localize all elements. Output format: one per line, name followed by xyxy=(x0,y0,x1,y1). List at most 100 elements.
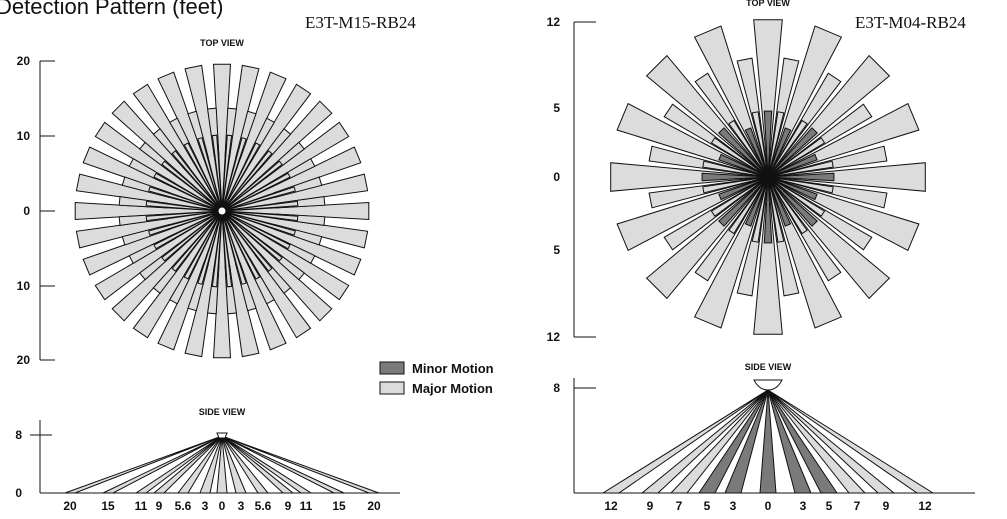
right-minor-zone xyxy=(767,172,835,182)
side-beam xyxy=(221,435,313,494)
side-beam xyxy=(669,389,769,494)
side-beam xyxy=(216,435,228,494)
legend: Minor Motion Major Motion xyxy=(379,361,494,396)
side-beam xyxy=(152,435,223,494)
legend-minor-label: Minor Motion xyxy=(412,361,494,376)
right-top-y-tick: 0 xyxy=(553,170,560,184)
side-beam xyxy=(601,389,769,494)
side-x-tick: 5.6 xyxy=(175,499,192,513)
side-x-tick: 5 xyxy=(704,499,711,513)
side-x-tick: 20 xyxy=(367,499,381,513)
side-x-tick: 9 xyxy=(647,499,654,513)
left-top-view-title: TOP VIEW xyxy=(200,38,244,48)
legend-major-label: Major Motion xyxy=(412,381,493,396)
header-text: Detection Pattern (feet) xyxy=(0,0,223,19)
right-minor-zone xyxy=(767,176,792,227)
side-x-tick: 3 xyxy=(730,499,737,513)
right-top-view-axis xyxy=(573,21,596,338)
left-top-y-tick: 20 xyxy=(17,54,31,68)
left-top-view-axis xyxy=(39,60,55,361)
right-minor-zone xyxy=(767,127,818,178)
side-beam xyxy=(221,435,295,494)
right-detection-zone xyxy=(767,160,834,178)
right-side-y-tick: 8 xyxy=(553,381,560,395)
left-top-view-pattern xyxy=(74,63,370,359)
side-x-tick: 12 xyxy=(604,499,618,513)
right-detection-zone xyxy=(702,160,769,178)
side-beam xyxy=(640,389,769,494)
left-top-y-tick: 10 xyxy=(17,129,31,143)
side-beam xyxy=(759,389,777,494)
right-detection-zone xyxy=(702,176,769,194)
side-x-tick: 3 xyxy=(202,499,209,513)
side-beam xyxy=(199,435,223,494)
right-detection-zone xyxy=(767,176,808,235)
right-detection-zone xyxy=(728,176,769,235)
right-minor-zone xyxy=(701,172,769,182)
right-detection-zone xyxy=(610,162,769,192)
left-top-y-tick: 10 xyxy=(17,279,31,293)
side-x-tick: 15 xyxy=(101,499,115,513)
side-x-tick: 3 xyxy=(238,499,245,513)
side-beam xyxy=(221,435,247,494)
legend-minor-swatch xyxy=(379,361,405,375)
left-sensor-icon xyxy=(216,432,228,439)
left-top-y-tick: 20 xyxy=(17,353,31,367)
side-x-tick: 9 xyxy=(285,499,292,513)
right-sensor-icon xyxy=(753,379,783,391)
right-side-view-title: SIDE VIEW xyxy=(745,362,792,372)
side-beam xyxy=(767,389,838,494)
right-minor-zone xyxy=(718,153,769,178)
right-minor-zone xyxy=(718,127,769,178)
right-minor-zone xyxy=(718,176,769,201)
right-detection-zone xyxy=(767,111,785,178)
left-side-y-tick: 8 xyxy=(15,428,22,442)
right-detection-zone xyxy=(767,137,826,178)
side-x-tick: 15 xyxy=(332,499,346,513)
side-x-tick: 9 xyxy=(883,499,890,513)
right-detection-zone xyxy=(751,111,769,178)
side-x-tick: 12 xyxy=(918,499,932,513)
side-beam xyxy=(724,389,769,494)
right-top-view-pattern xyxy=(610,19,926,335)
left-side-view-pattern xyxy=(64,435,380,494)
side-x-tick: 0 xyxy=(219,499,226,513)
left-side-x-ticks: 20 15 11 9 5.6 3 0 3 5.6 9 11 15 20 xyxy=(63,499,381,513)
right-detection-zone xyxy=(767,176,834,194)
right-model-label: E3T-M04-RB24 xyxy=(855,13,966,32)
right-minor-zone xyxy=(767,153,818,178)
side-beam xyxy=(698,389,769,494)
side-beam xyxy=(64,435,223,494)
side-beam xyxy=(176,435,223,494)
side-x-tick: 5 xyxy=(826,499,833,513)
side-x-tick: 11 xyxy=(300,499,313,513)
right-top-y-tick: 5 xyxy=(553,243,560,257)
right-minor-zone xyxy=(763,110,773,178)
side-x-tick: 7 xyxy=(854,499,861,513)
right-detection-zone xyxy=(710,137,769,178)
right-detection-zone xyxy=(767,162,926,192)
side-beam xyxy=(134,435,223,494)
right-detection-zone xyxy=(751,176,769,243)
left-top-y-tick: 0 xyxy=(23,204,30,218)
side-x-tick: 20 xyxy=(63,499,77,513)
right-side-x-ticks: 12 9 7 5 3 0 3 5 7 9 12 xyxy=(604,499,932,513)
side-x-tick: 0 xyxy=(765,499,772,513)
left-model-label: E3T-M15-RB24 xyxy=(305,13,416,32)
right-minor-zone xyxy=(767,176,818,227)
right-detection-zone xyxy=(728,119,769,178)
right-minor-zone xyxy=(767,176,818,201)
right-top-view-title: TOP VIEW xyxy=(746,0,790,8)
right-detection-zone xyxy=(753,176,783,335)
right-top-y-tick: 12 xyxy=(547,15,561,29)
side-beam xyxy=(221,435,270,494)
left-side-view-title: SIDE VIEW xyxy=(199,407,246,417)
right-detection-zone xyxy=(767,119,808,178)
right-detection-zone xyxy=(767,176,785,243)
right-minor-zone xyxy=(718,176,769,227)
side-beam xyxy=(102,435,223,494)
right-top-y-tick: 5 xyxy=(553,101,560,115)
side-beam xyxy=(767,389,896,494)
side-x-tick: 5.6 xyxy=(255,499,272,513)
